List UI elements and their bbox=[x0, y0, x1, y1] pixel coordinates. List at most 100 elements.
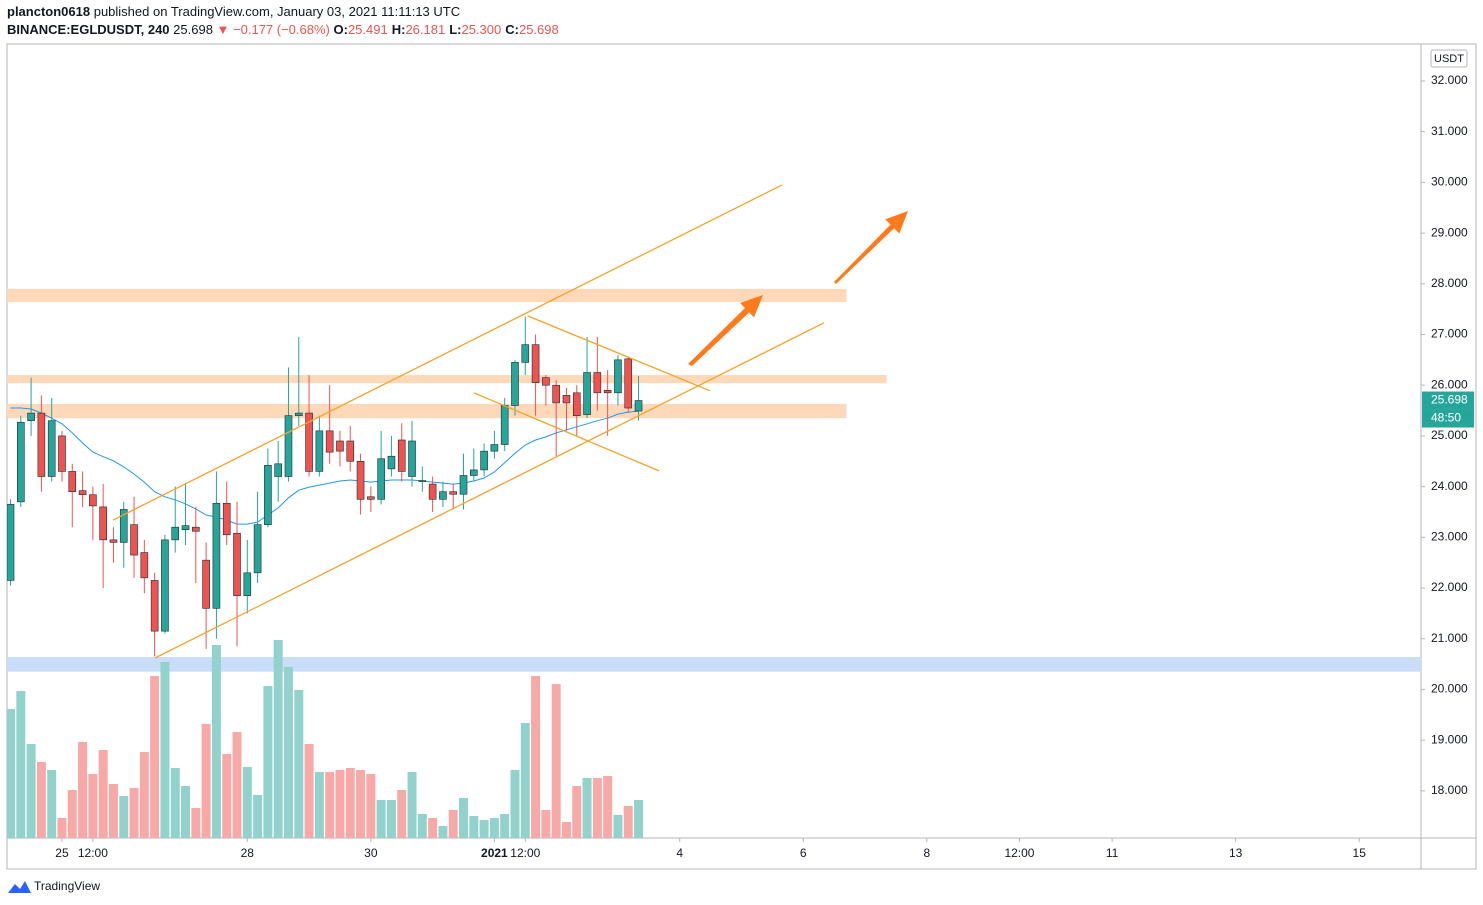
candle-body bbox=[130, 524, 138, 556]
volume-bar bbox=[551, 684, 561, 838]
volume-bar bbox=[150, 676, 160, 838]
trend-line bbox=[473, 392, 660, 472]
volume-bar bbox=[283, 667, 293, 838]
candle-body bbox=[264, 465, 272, 525]
volume-bar bbox=[448, 810, 458, 838]
volume-bar bbox=[438, 826, 448, 838]
x-tick-label: 28 bbox=[241, 846, 255, 860]
volume-bar bbox=[592, 778, 602, 838]
candle-body bbox=[562, 395, 571, 404]
currency: USDT bbox=[1434, 53, 1464, 65]
candle-body bbox=[459, 475, 468, 495]
ohlc: O:25.491 H:26.181 L:25.300 C:25.698 bbox=[334, 22, 563, 37]
volume-bar bbox=[582, 778, 592, 838]
x-tick-label: 11 bbox=[1106, 846, 1119, 860]
volume-bar bbox=[366, 774, 376, 838]
x-tick-label: 30 bbox=[364, 846, 378, 860]
last-price-box bbox=[1422, 391, 1474, 410]
y-tick-label: 27.000 bbox=[1431, 327, 1468, 341]
zones bbox=[7, 288, 1421, 672]
volume-bar bbox=[16, 691, 26, 838]
volume-bar bbox=[36, 762, 46, 838]
candle-body bbox=[284, 415, 293, 477]
volume-bar bbox=[325, 772, 335, 838]
candle-body bbox=[16, 421, 25, 503]
y-tick-label: 18.000 bbox=[1431, 783, 1468, 797]
zone bbox=[7, 288, 847, 303]
y-tick-label: 26.000 bbox=[1431, 377, 1468, 391]
volume-bar bbox=[376, 800, 386, 838]
candle-body bbox=[624, 358, 633, 409]
candle-body bbox=[99, 506, 107, 541]
last-price: 25.698 bbox=[1431, 393, 1468, 407]
candle-body bbox=[418, 480, 427, 482]
volume-bar bbox=[489, 818, 499, 838]
volume-bar bbox=[263, 686, 273, 838]
volume-bar bbox=[47, 770, 57, 838]
zone bbox=[7, 656, 1421, 672]
volume-bar bbox=[253, 795, 263, 838]
volume-bar bbox=[634, 800, 644, 838]
candle-body bbox=[500, 405, 509, 445]
volume-bar bbox=[88, 774, 98, 838]
candle-body bbox=[583, 372, 591, 415]
symbol: BINANCE:EGLDUSDT, 240 bbox=[7, 22, 170, 37]
countdown: 48:50 bbox=[1431, 411, 1461, 425]
candle-body bbox=[634, 400, 643, 412]
y-tick-label: 23.000 bbox=[1431, 530, 1468, 544]
volume-bar bbox=[500, 814, 510, 838]
candle-body bbox=[408, 440, 416, 477]
candle-body bbox=[593, 372, 602, 394]
candle-body bbox=[150, 580, 159, 632]
candle-body bbox=[161, 539, 169, 632]
x-tick-label: 2021 bbox=[481, 846, 508, 860]
candle-body bbox=[171, 526, 180, 541]
candle-body bbox=[233, 532, 241, 596]
candle-body bbox=[47, 420, 56, 477]
x-tick-label: 12:00 bbox=[1004, 846, 1034, 860]
y-tick-label: 30.000 bbox=[1431, 175, 1468, 189]
y-tick-label: 29.000 bbox=[1431, 225, 1468, 239]
volume-bar bbox=[273, 640, 283, 838]
volume-bar bbox=[356, 770, 366, 838]
ohlc-value: 25.300 bbox=[461, 22, 502, 37]
candle-body bbox=[181, 525, 190, 531]
candle-body bbox=[222, 503, 231, 536]
candle-body bbox=[542, 377, 550, 386]
volume-bar bbox=[397, 790, 407, 838]
axes: 18.000 19.000 20.000 21.000 22.000 23.000 24.0… bbox=[55, 73, 1474, 860]
candle-body bbox=[603, 389, 612, 394]
zone bbox=[7, 375, 887, 384]
candle-body bbox=[356, 460, 365, 500]
volume-bar bbox=[242, 767, 252, 838]
published: published on TradingView.com, January 03… bbox=[93, 4, 461, 19]
arrow bbox=[688, 295, 763, 366]
y-tick-label: 24.000 bbox=[1431, 479, 1468, 493]
ohlc-value: 26.181 bbox=[405, 22, 446, 37]
candle-body bbox=[253, 524, 262, 574]
last-price: 25.698 bbox=[173, 22, 213, 37]
volume-bar bbox=[520, 723, 530, 838]
x-tick-label: 6 bbox=[800, 846, 807, 860]
candle-body bbox=[572, 392, 581, 416]
candles bbox=[7, 316, 643, 657]
volume-bar bbox=[531, 676, 541, 838]
candle-body bbox=[58, 435, 66, 472]
trend-line bbox=[527, 315, 711, 392]
trend-line bbox=[112, 184, 783, 521]
candle-body bbox=[325, 430, 334, 453]
volume-bar bbox=[129, 788, 139, 838]
volume-bar bbox=[469, 816, 479, 838]
countdown-box bbox=[1422, 409, 1474, 428]
candle-body bbox=[387, 455, 396, 470]
volume-bar bbox=[211, 645, 221, 838]
volume-bar bbox=[78, 742, 88, 838]
arrow bbox=[834, 211, 908, 284]
volume-bar bbox=[603, 776, 613, 838]
volume-bar bbox=[232, 732, 242, 838]
y-tick-label: 19.000 bbox=[1431, 732, 1468, 746]
candle-body bbox=[192, 526, 200, 532]
volume-bar bbox=[510, 770, 520, 838]
volume-bar bbox=[428, 818, 438, 838]
